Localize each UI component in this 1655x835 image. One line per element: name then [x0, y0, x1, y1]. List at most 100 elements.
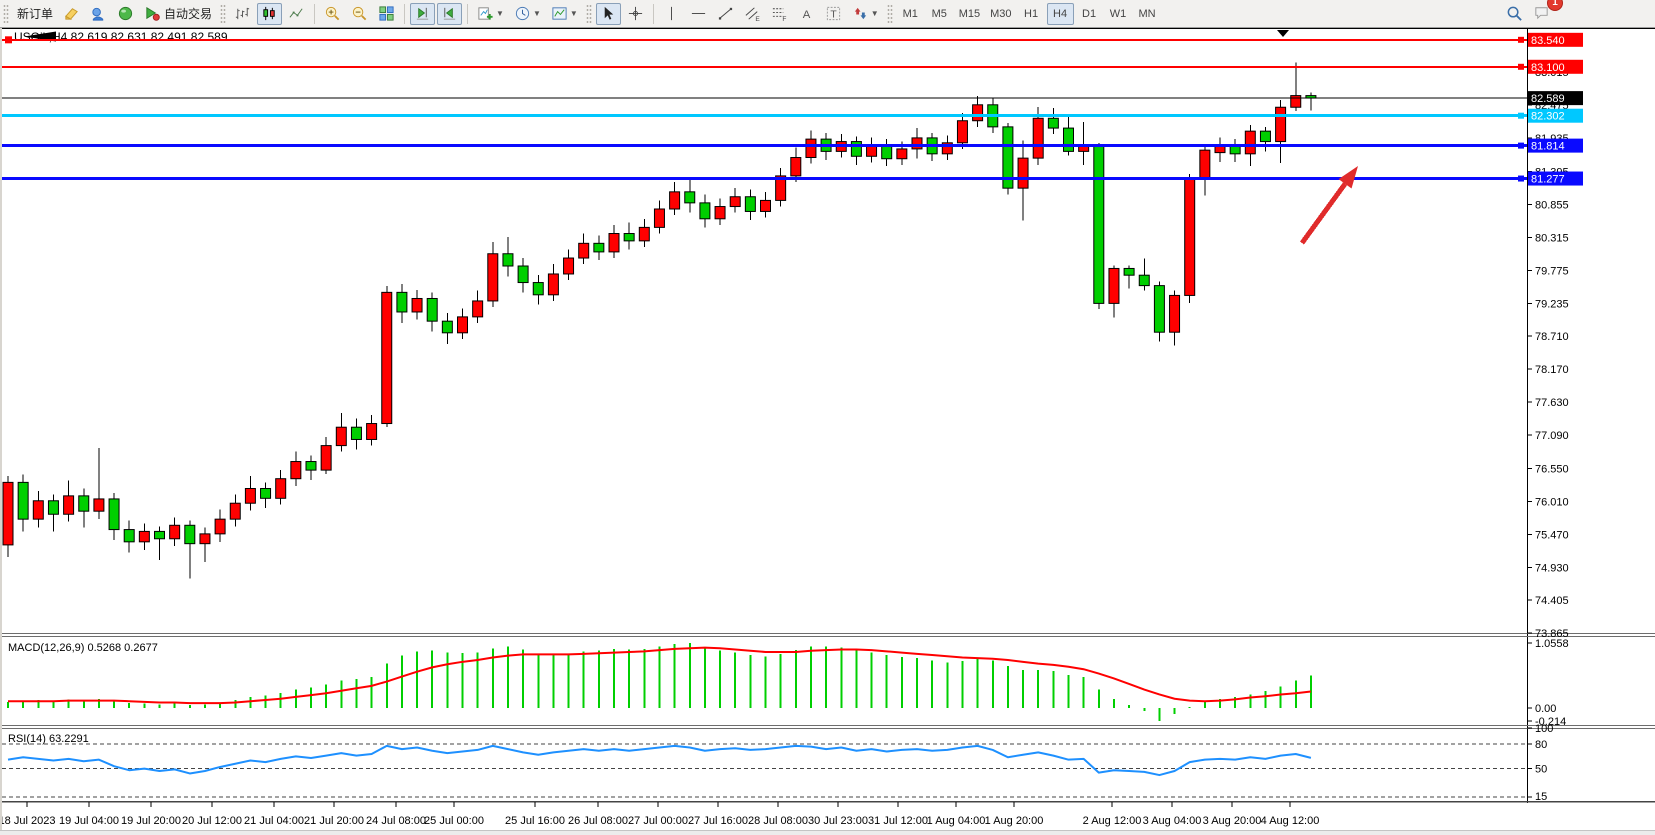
- candlestick-chart-button[interactable]: [257, 2, 283, 25]
- new-order-button-label: 新订单: [17, 7, 54, 21]
- text-label-icon: T: [825, 5, 842, 22]
- horizontal-line-icon: [690, 5, 707, 22]
- arrows-button[interactable]: ▼: [848, 3, 883, 25]
- price-line-badge: [1528, 138, 1583, 153]
- candle-bear: [1002, 126, 1014, 189]
- new-chart-button-dropdown-icon[interactable]: ▼: [496, 9, 504, 18]
- timeframe-d1-button[interactable]: D1: [1076, 3, 1103, 25]
- candle-bull: [487, 253, 499, 302]
- vertical-line-button[interactable]: [659, 3, 684, 25]
- template-button[interactable]: ▼: [547, 3, 582, 25]
- market-watch-button[interactable]: [59, 3, 84, 25]
- toolbar-separator: [652, 3, 654, 24]
- new-chart-button[interactable]: ▼: [473, 3, 508, 25]
- timeframe-m1-button[interactable]: M1: [897, 3, 924, 25]
- tile-windows-button[interactable]: [374, 3, 399, 25]
- period-button-dropdown-icon[interactable]: ▼: [532, 9, 541, 18]
- price-tick-label: 80.315: [1535, 232, 1569, 244]
- price-line-badge-label: 82.302: [1531, 111, 1565, 123]
- time-tick-label: 25 Jul 16:00: [505, 815, 565, 827]
- template-button-dropdown-icon[interactable]: ▼: [569, 9, 578, 18]
- fibonacci-button[interactable]: F: [767, 3, 792, 25]
- time-tick-label: 1 Aug 04:00: [927, 815, 986, 827]
- period-button[interactable]: ▼: [510, 3, 545, 25]
- toolbar-grip: [220, 3, 227, 24]
- chat-button[interactable]: [1529, 1, 1554, 23]
- timeframe-mn-button[interactable]: MN: [1134, 3, 1161, 25]
- text-button[interactable]: A: [794, 3, 819, 25]
- candle-bull: [1275, 106, 1287, 143]
- price-tick-label: 75.470: [1535, 529, 1569, 541]
- navigator-button[interactable]: [113, 3, 138, 25]
- candle-bear: [1138, 274, 1150, 287]
- chart-shift-button[interactable]: [437, 2, 463, 25]
- price-tick-label: 76.550: [1535, 463, 1569, 475]
- rsi-scale-label: 80: [1535, 739, 1547, 751]
- arrow-annotation[interactable]: [1299, 166, 1358, 245]
- timeframe-h1-button[interactable]: H1: [1018, 3, 1045, 25]
- notification-badge[interactable]: 1: [1547, 0, 1563, 12]
- candle-bull: [1032, 117, 1044, 159]
- time-tick-label: 30 Jul 23:00: [808, 815, 868, 827]
- candle-bull: [93, 498, 105, 512]
- timeframe-m15-button[interactable]: M15: [955, 3, 984, 25]
- line-end-handle[interactable]: [1518, 142, 1524, 149]
- line-end-handle[interactable]: [1518, 36, 1524, 43]
- time-tick-label: 27 Jul 16:00: [688, 815, 748, 827]
- zoom-in-button[interactable]: [320, 3, 345, 25]
- timeframe-m30-button-label: M30: [990, 7, 1012, 20]
- chart-canvas[interactable]: 83.01582.47581.93581.39580.85580.31579.7…: [0, 28, 1655, 830]
- search-button[interactable]: [1502, 3, 1527, 25]
- candle-bear: [1153, 285, 1165, 333]
- period-icon: [514, 5, 531, 22]
- channel-button[interactable]: E: [740, 3, 765, 25]
- candle-bull: [760, 199, 771, 212]
- auto-scroll-button[interactable]: [410, 2, 436, 25]
- price-tick-label: 73.865: [1535, 628, 1569, 640]
- candle-bull: [1290, 95, 1302, 108]
- fibonacci-icon: F: [771, 5, 788, 22]
- candle-bear: [1229, 145, 1241, 155]
- macd-pane: MACD(12,26,9) 0.5268 0.2677 1.0558 0.00-0.…: [7, 638, 1569, 728]
- toolbar-separator: [314, 3, 316, 24]
- time-tick-label: 31 Jul 12:00: [868, 815, 928, 827]
- macd-signal-line: [8, 646, 1312, 705]
- candle-bull: [972, 104, 984, 122]
- line-end-handle[interactable]: [1518, 175, 1524, 182]
- time-tick-label: 28 Jul 08:00: [748, 815, 808, 827]
- data-window-button[interactable]: [86, 3, 111, 25]
- zoom-out-button[interactable]: [347, 3, 372, 25]
- arrow-head[interactable]: [1338, 166, 1358, 189]
- autotrading-button[interactable]: 自动交易: [140, 3, 216, 25]
- candle-bull: [669, 191, 681, 210]
- candle-bear: [305, 461, 317, 471]
- time-axis[interactable]: 18 Jul 2023 19 Jul 04:00 19 Jul 20:00 20 Ju…: [0, 802, 1319, 827]
- crosshair-button[interactable]: [623, 3, 648, 25]
- horizontal-line-button[interactable]: [686, 3, 711, 25]
- new-order-button[interactable]: 新订单: [13, 3, 57, 25]
- candle-bull: [638, 226, 650, 242]
- line-end-handle[interactable]: [1518, 112, 1524, 119]
- zoom-in-icon: [324, 5, 341, 22]
- cursor-button[interactable]: [595, 2, 621, 25]
- trendline-button[interactable]: [713, 3, 738, 25]
- timeframe-m30-button[interactable]: M30: [986, 3, 1015, 25]
- line-end-handle[interactable]: [1518, 63, 1524, 70]
- timeframe-m5-button[interactable]: M5: [926, 3, 953, 25]
- price-tick-label: 74.405: [1535, 595, 1569, 607]
- candle-bull: [563, 257, 575, 275]
- text-label-button[interactable]: T: [821, 3, 846, 25]
- zoom-out-icon: [351, 5, 368, 22]
- shift-marker-icon[interactable]: [1277, 30, 1289, 37]
- candle-bear: [1047, 117, 1059, 129]
- timeframe-w1-button[interactable]: W1: [1105, 3, 1132, 25]
- candle-bull: [457, 316, 468, 334]
- arrows-button-dropdown-icon[interactable]: ▼: [870, 9, 879, 18]
- line-chart-button[interactable]: [284, 3, 309, 25]
- auto-scroll-icon: [414, 5, 431, 22]
- price-line-badge-label: 81.814: [1531, 141, 1565, 153]
- line-left-handle[interactable]: [5, 36, 12, 44]
- candle-bull: [472, 300, 484, 318]
- bar-chart-button[interactable]: [230, 3, 255, 25]
- timeframe-h4-button[interactable]: H4: [1046, 2, 1074, 25]
